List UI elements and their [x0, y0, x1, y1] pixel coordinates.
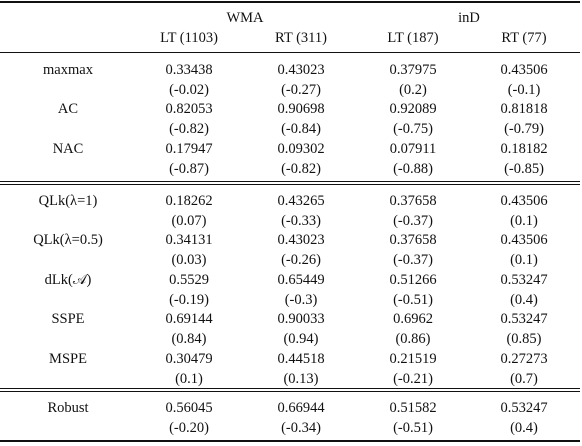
sub-value-cell: (-0.19) [169, 292, 209, 308]
column-header: LT (1103) [160, 30, 218, 46]
row-label: maxmax [43, 62, 93, 78]
sub-value-cell: (0.85) [506, 331, 542, 347]
value-cell: 0.81818 [500, 101, 548, 117]
bottom-rule [0, 440, 580, 442]
value-cell: 0.92089 [389, 101, 437, 117]
column-header: LT (187) [387, 30, 439, 46]
group-header-ind: inD [458, 10, 480, 26]
sub-value-cell: (0.1) [510, 213, 538, 229]
value-cell: 0.18182 [500, 141, 548, 157]
value-cell: 0.43506 [500, 232, 548, 248]
value-cell: 0.69144 [165, 311, 213, 327]
value-cell: 0.90698 [277, 101, 325, 117]
value-cell: 0.18262 [165, 193, 213, 209]
value-cell: 0.43265 [277, 193, 325, 209]
section-divider [0, 388, 580, 389]
sub-value-cell: (0.84) [171, 331, 207, 347]
section-divider [0, 391, 580, 392]
sub-value-cell: (0.7) [510, 371, 538, 387]
value-cell: 0.33438 [165, 62, 213, 78]
value-cell: 0.65449 [277, 272, 325, 288]
column-header: RT (77) [501, 30, 547, 46]
sub-value-cell: (-0.27) [281, 82, 321, 98]
sub-value-cell: (0.4) [510, 420, 538, 436]
sub-value-cell: (-0.1) [507, 82, 541, 98]
value-cell: 0.09302 [277, 141, 325, 157]
sub-value-cell: (-0.75) [393, 121, 433, 137]
sub-value-cell: (0.13) [283, 371, 319, 387]
row-label: dLk(𝒜) [44, 272, 92, 288]
sub-value-cell: (-0.85) [504, 161, 544, 177]
value-cell: 0.53247 [500, 400, 548, 416]
sub-value-cell: (-0.37) [393, 213, 433, 229]
row-label: AC [57, 101, 79, 117]
row-label: Robust [47, 400, 89, 416]
row-label: SSPE [51, 311, 85, 327]
value-cell: 0.17947 [165, 141, 213, 157]
sub-value-cell: (0.2) [399, 82, 427, 98]
value-cell: 0.43506 [500, 193, 548, 209]
value-cell: 0.5529 [169, 272, 209, 288]
value-cell: 0.27273 [500, 351, 548, 367]
column-header: RT (311) [275, 30, 327, 46]
sub-value-cell: (0.03) [171, 252, 207, 268]
sub-value-cell: (-0.21) [393, 371, 433, 387]
sub-value-cell: (-0.51) [393, 292, 433, 308]
row-label: QLk(λ=0.5) [33, 232, 103, 248]
value-cell: 0.43023 [277, 232, 325, 248]
sub-value-cell: (-0.3) [284, 292, 318, 308]
sub-value-cell: (0.4) [510, 292, 538, 308]
sub-value-cell: (-0.51) [393, 420, 433, 436]
value-cell: 0.53247 [500, 311, 548, 327]
row-label: MSPE [49, 351, 87, 367]
value-cell: 0.53247 [500, 272, 548, 288]
value-cell: 0.37975 [389, 62, 437, 78]
sub-value-cell: (-0.26) [281, 252, 321, 268]
sub-value-cell: (-0.37) [393, 252, 433, 268]
sub-value-cell: (-0.82) [169, 121, 209, 137]
header-rule [0, 52, 580, 53]
section-divider [0, 184, 580, 185]
row-label: NAC [52, 141, 84, 157]
sub-value-cell: (-0.33) [281, 213, 321, 229]
group-header-wma: WMA [226, 10, 264, 26]
row-label: QLk(λ=1) [38, 193, 98, 209]
sub-value-cell: (-0.20) [169, 420, 209, 436]
section-divider [0, 181, 580, 182]
value-cell: 0.43506 [500, 62, 548, 78]
value-cell: 0.37658 [389, 193, 437, 209]
sub-value-cell: (0.07) [171, 213, 207, 229]
value-cell: 0.82053 [165, 101, 213, 117]
sub-value-cell: (-0.34) [281, 420, 321, 436]
sub-value-cell: (-0.87) [169, 161, 209, 177]
sub-value-cell: (-0.02) [169, 82, 209, 98]
sub-value-cell: (0.94) [283, 331, 319, 347]
value-cell: 0.51266 [389, 272, 437, 288]
value-cell: 0.51582 [389, 400, 437, 416]
sub-value-cell: (0.1) [510, 252, 538, 268]
value-cell: 0.44518 [277, 351, 325, 367]
sub-value-cell: (-0.84) [281, 121, 321, 137]
sub-value-cell: (-0.79) [504, 121, 544, 137]
value-cell: 0.56045 [165, 400, 213, 416]
value-cell: 0.6962 [393, 311, 433, 327]
value-cell: 0.30479 [165, 351, 213, 367]
sub-value-cell: (-0.82) [281, 161, 321, 177]
value-cell: 0.66944 [277, 400, 325, 416]
value-cell: 0.90033 [277, 311, 325, 327]
sub-value-cell: (0.86) [395, 331, 431, 347]
value-cell: 0.21519 [389, 351, 437, 367]
value-cell: 0.34131 [165, 232, 213, 248]
top-rule [0, 1, 580, 3]
sub-value-cell: (-0.88) [393, 161, 433, 177]
sub-value-cell: (0.1) [175, 371, 203, 387]
value-cell: 0.37658 [389, 232, 437, 248]
value-cell: 0.07911 [389, 141, 437, 157]
value-cell: 0.43023 [277, 62, 325, 78]
